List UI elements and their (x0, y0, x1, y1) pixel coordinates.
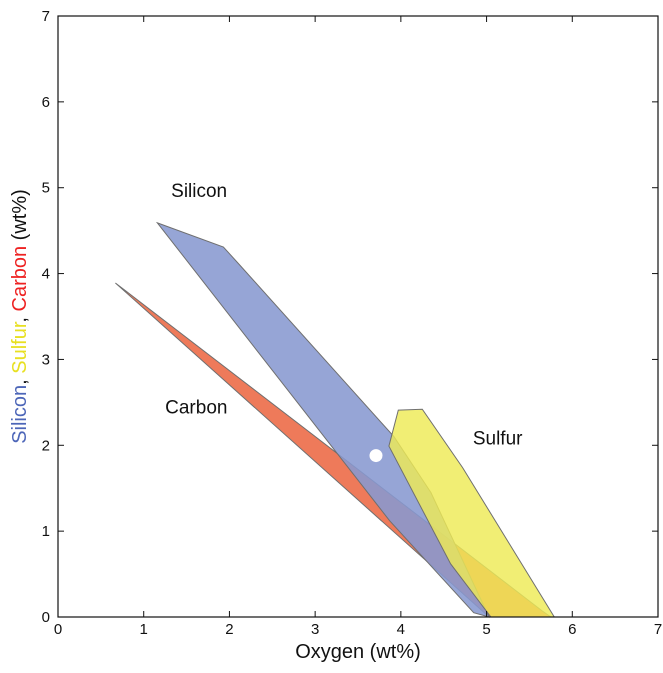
x-tick-label: 3 (311, 621, 319, 638)
data-point-marker (369, 449, 383, 463)
y-axis-title-part: Carbon (9, 246, 31, 312)
x-tick-label: 0 (54, 621, 62, 638)
y-axis-title-part: , (9, 374, 31, 385)
plot-frame (57, 15, 659, 618)
region-label-sulfur: Sulfur (473, 428, 523, 449)
y-axis-title-part: Silicon (9, 385, 31, 444)
y-tick-label: 4 (42, 266, 50, 283)
x-tick-label: 6 (568, 621, 576, 638)
y-axis-title-part: Sulfur (9, 321, 31, 374)
region-silicon (155, 221, 491, 618)
x-tick-label: 4 (397, 621, 405, 638)
y-axis-title: Silicon, Sulfur, Carbon (wt%) (9, 189, 31, 444)
y-tick-label: 7 (42, 8, 50, 25)
y-tick-label: 6 (42, 94, 50, 111)
y-tick-label: 5 (42, 180, 50, 197)
y-tick-label: 1 (42, 523, 50, 540)
y-tick-label: 3 (42, 351, 50, 368)
regions-layer (115, 221, 556, 618)
region-label-silicon: Silicon (171, 181, 227, 202)
x-tick-label: 2 (225, 621, 233, 638)
y-axis-title-part: (wt%) (9, 189, 31, 246)
marker-layer (369, 449, 383, 463)
y-tick-label: 2 (42, 437, 50, 454)
region-labels-layer: Carbon Silicon Sulfur (165, 181, 523, 449)
y-tick-label: 0 (42, 609, 50, 626)
x-axis-title: Oxygen (wt%) (295, 641, 421, 663)
x-tick-label: 5 (482, 621, 490, 638)
axes-layer: 0 1 2 3 4 5 6 7 0 1 2 3 4 5 6 7 (42, 8, 663, 638)
x-tick-label: 1 (140, 621, 148, 638)
x-tick-label: 7 (654, 621, 662, 638)
region-label-carbon: Carbon (165, 398, 227, 419)
y-axis-title-part: , (9, 311, 31, 322)
